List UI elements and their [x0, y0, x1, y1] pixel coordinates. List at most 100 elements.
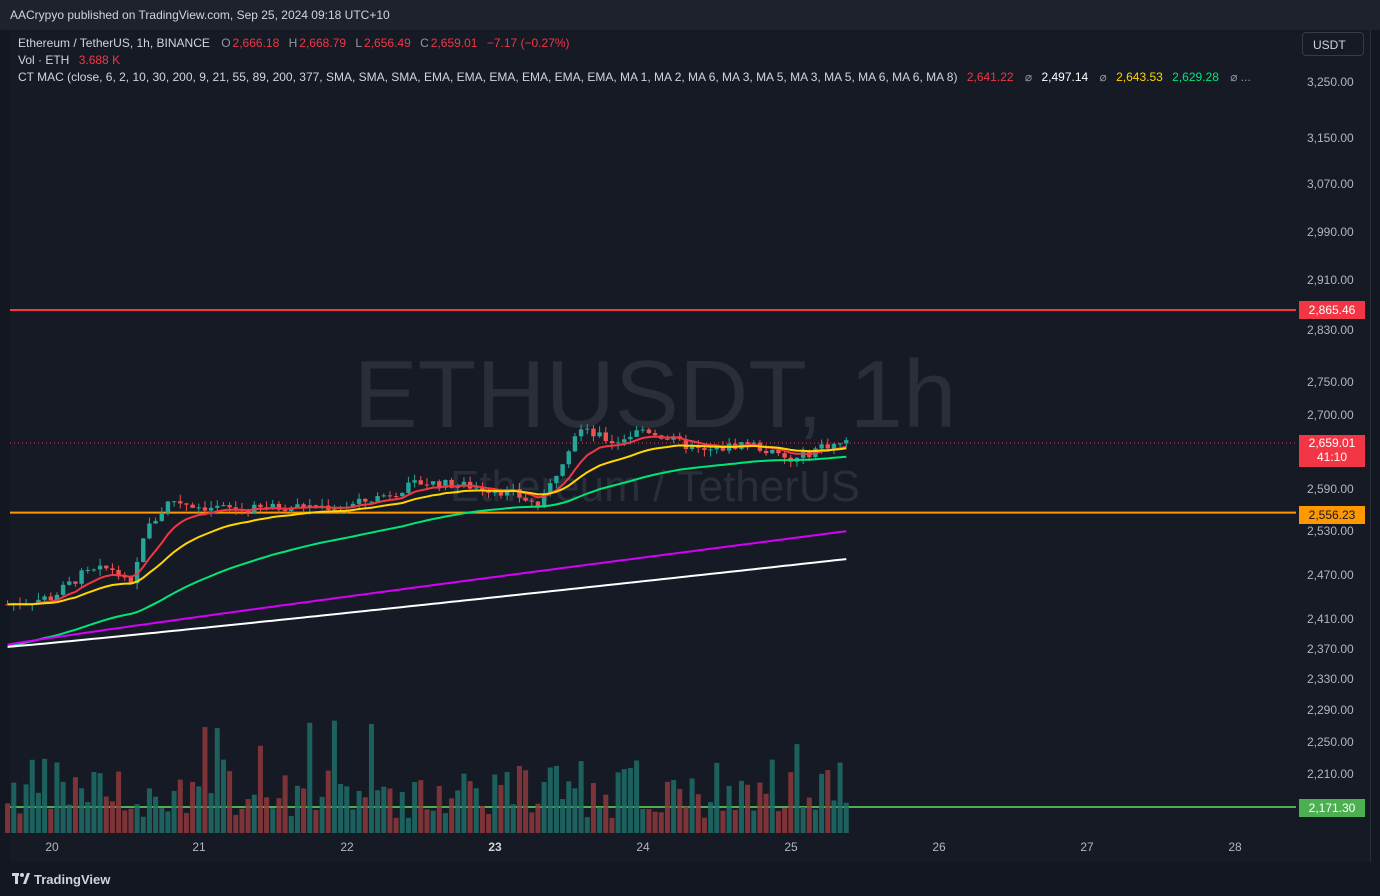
volume-bar [171, 790, 177, 833]
candle-body [554, 475, 559, 484]
volume-bar [683, 806, 689, 833]
indicator-value-3: 2,643.53 [1116, 70, 1163, 84]
price-axis-tick: 3,070.00 [1307, 177, 1354, 191]
candle-body [79, 570, 84, 584]
resistance-price-tag: 2,865.46 [1299, 301, 1365, 319]
volume-bar [85, 802, 91, 833]
price-axis-tick: 2,370.00 [1307, 642, 1354, 656]
volume-value: 3.688 K [78, 53, 121, 67]
candle-body [578, 429, 584, 437]
candle-body [202, 507, 208, 511]
time-axis-tick: 23 [488, 840, 502, 854]
candle-body [609, 441, 615, 444]
indicator-symbol-2: ⌀ [1099, 70, 1107, 84]
symbol-title[interactable]: Ethereum / TetherUS, 1h, BINANCE [18, 36, 210, 50]
volume-line-price-tag: 2,171.30 [1299, 799, 1365, 817]
candle-body [128, 577, 134, 584]
currency-button[interactable]: USDT [1302, 32, 1364, 56]
volume-bar [60, 781, 66, 833]
candle-body [449, 479, 454, 488]
watermark-name: Ethereum / TetherUS [449, 462, 861, 511]
candle-body [418, 480, 423, 485]
volume-bar [362, 797, 368, 833]
volume-bar [103, 796, 109, 833]
candle-body [165, 501, 171, 513]
candle-body [714, 446, 719, 450]
volume-bar [757, 782, 763, 833]
volume-bar [572, 788, 578, 833]
volume-bar [387, 788, 393, 833]
candle-body [381, 495, 386, 497]
volume-bar [23, 784, 29, 833]
candle-body [356, 498, 362, 504]
volume-bar [843, 802, 849, 833]
volume-bar [54, 762, 60, 833]
low-value: 2,656.49 [364, 36, 411, 50]
time-axis-tick: 28 [1228, 840, 1242, 854]
candle-body [486, 490, 491, 493]
volume-bar [492, 774, 498, 833]
candle-body [270, 503, 275, 510]
candle-body [171, 501, 177, 503]
candle-body [122, 576, 127, 578]
candle-body [141, 538, 146, 562]
volume-bar [17, 813, 23, 833]
candle-body [276, 503, 282, 510]
volume-bar [270, 808, 276, 833]
candle-body [332, 508, 337, 510]
candle-body [215, 505, 220, 508]
indicator-title[interactable]: CT MAC (close, 6, 2, 10, 30, 200, 9, 21,… [18, 70, 958, 84]
price-axis-tick: 2,470.00 [1307, 568, 1354, 582]
volume-bar [449, 798, 455, 833]
candle-body [720, 446, 726, 451]
volume-bar [220, 759, 226, 833]
volume-bar [652, 811, 658, 833]
price-axis-tick: 2,910.00 [1307, 273, 1354, 287]
volume-bar [338, 783, 344, 833]
indicator-more[interactable]: ⌀ ... [1230, 70, 1251, 84]
volume-bar [276, 798, 282, 833]
candle-body [474, 487, 479, 489]
candle-body [622, 439, 627, 443]
volume-bar [763, 793, 769, 833]
volume-bar [714, 762, 720, 833]
price-axis-tick: 2,830.00 [1307, 323, 1354, 337]
volume-bar [640, 809, 646, 833]
volume-bar [745, 784, 751, 833]
volume-bar [455, 790, 461, 833]
candle-body [153, 520, 158, 524]
candle-body [104, 565, 109, 569]
symbol-legend[interactable]: Ethereum / TetherUS, 1h, BINANCE O 2,666.… [18, 36, 572, 50]
candle-body [54, 594, 60, 600]
volume-bar [436, 786, 442, 833]
candle-body [819, 444, 824, 449]
volume-bar [800, 806, 806, 833]
last-price-value: 2,659.01 [1308, 436, 1356, 450]
volume-bar [658, 812, 664, 833]
volume-bar [689, 778, 695, 833]
volume-legend[interactable]: Vol · ETH 3.688 K [18, 53, 122, 67]
candle-body [770, 449, 775, 454]
time-axis-tick: 25 [784, 840, 798, 854]
volume-bar [140, 816, 146, 833]
volume-bar [393, 817, 399, 833]
candle-body [60, 584, 66, 595]
time-axis-tick: 27 [1080, 840, 1094, 854]
candle-body [572, 436, 578, 452]
volume-bar [66, 804, 72, 833]
volume-label[interactable]: Vol · ETH [18, 53, 70, 67]
volume-bar [467, 781, 473, 833]
volume-bar [319, 796, 325, 833]
volume-bar [344, 786, 350, 833]
volume-bar [282, 775, 288, 833]
volume-bar [584, 817, 590, 833]
candle-body [67, 581, 72, 585]
volume-bar [177, 779, 183, 833]
price-axis-tick: 2,700.00 [1307, 408, 1354, 422]
indicator-legend[interactable]: CT MAC (close, 6, 2, 10, 30, 200, 9, 21,… [18, 70, 1257, 84]
ma-line-red [7, 435, 847, 606]
candle-body [258, 504, 263, 508]
volume-bar [239, 808, 245, 833]
volume-bar [535, 803, 541, 833]
